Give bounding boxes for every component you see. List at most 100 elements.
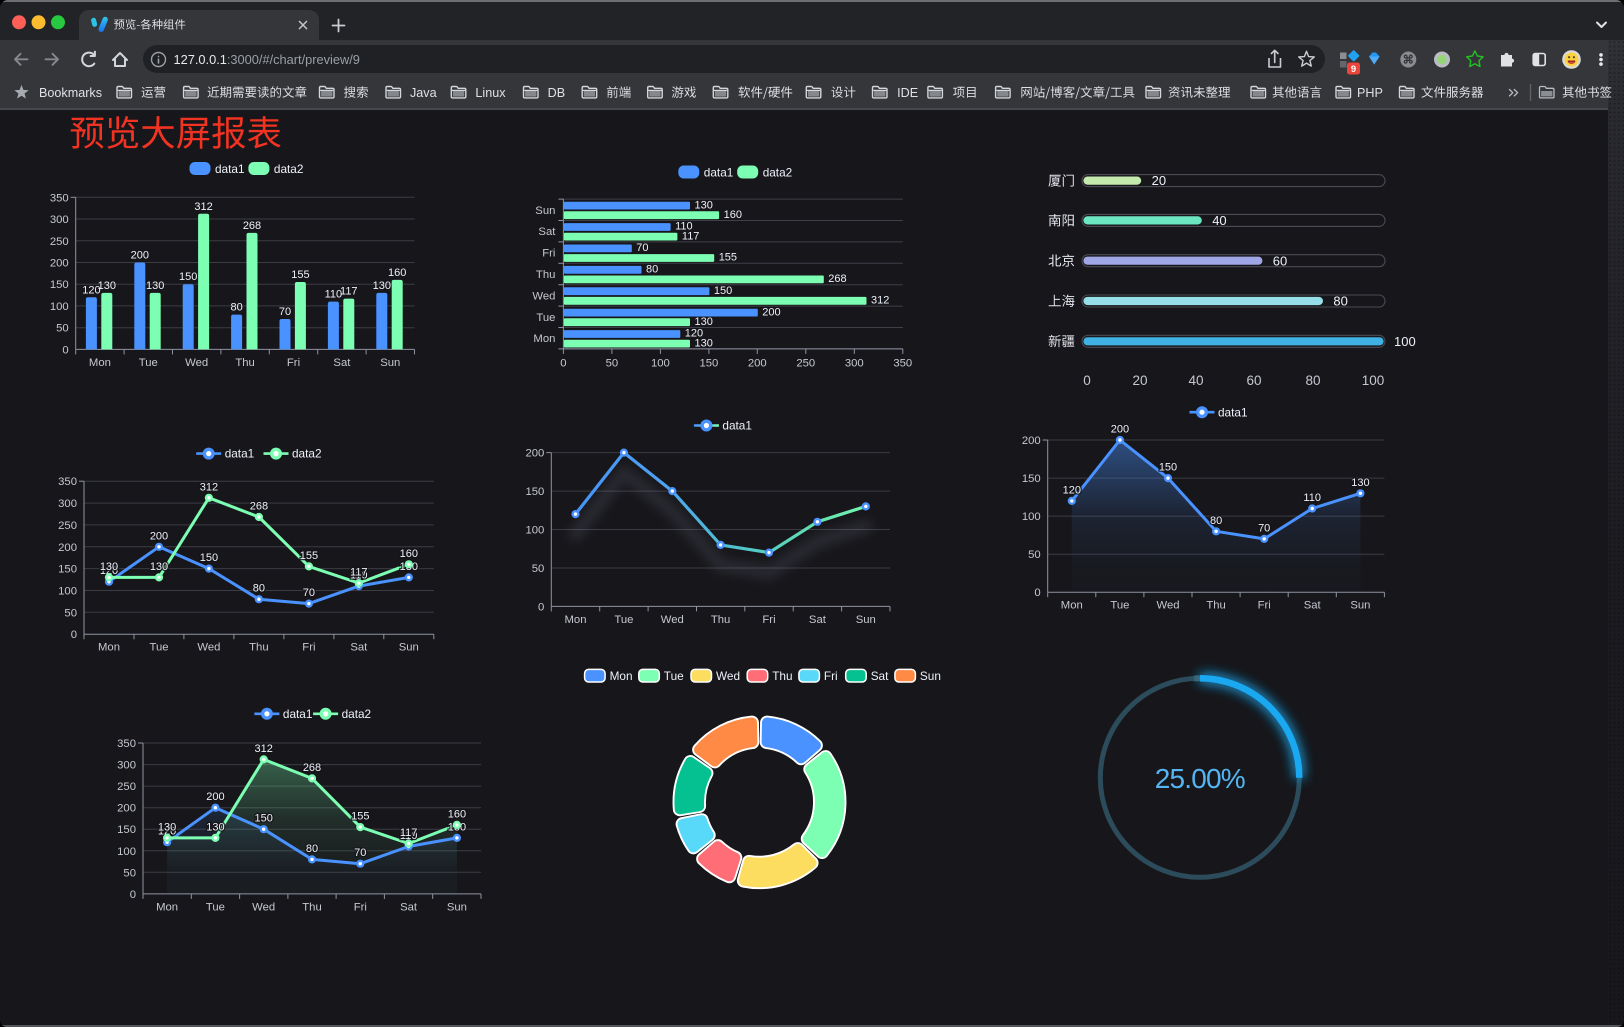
svg-text:200: 200 bbox=[150, 530, 168, 542]
svg-text:data2: data2 bbox=[763, 165, 793, 179]
svg-text:100: 100 bbox=[117, 846, 136, 858]
svg-text:155: 155 bbox=[291, 269, 309, 281]
svg-text:130: 130 bbox=[1351, 477, 1369, 489]
svg-text:150: 150 bbox=[525, 486, 544, 498]
svg-text:Mon: Mon bbox=[533, 333, 555, 345]
svg-text:312: 312 bbox=[255, 743, 273, 755]
svg-text:Tue: Tue bbox=[536, 312, 555, 324]
svg-text:200: 200 bbox=[50, 258, 69, 270]
svg-text:150: 150 bbox=[117, 824, 136, 836]
svg-text:Thu: Thu bbox=[302, 901, 321, 913]
svg-text:150: 150 bbox=[714, 285, 732, 297]
svg-text:127.0.0.1:3000/#/chart/preview: 127.0.0.1:3000/#/chart/preview/9 bbox=[174, 52, 360, 67]
svg-text:160: 160 bbox=[400, 548, 418, 560]
svg-text:110: 110 bbox=[350, 570, 368, 582]
svg-text:Wed: Wed bbox=[661, 614, 684, 626]
svg-text:100: 100 bbox=[50, 301, 69, 313]
svg-text:350: 350 bbox=[58, 476, 77, 488]
svg-text:200: 200 bbox=[762, 306, 780, 318]
svg-text:Wed: Wed bbox=[197, 642, 220, 654]
svg-text:0: 0 bbox=[130, 889, 136, 901]
svg-text:Fri: Fri bbox=[762, 614, 775, 626]
svg-text:200: 200 bbox=[1022, 435, 1041, 447]
svg-text:Mon: Mon bbox=[89, 357, 111, 369]
svg-text:20: 20 bbox=[1132, 373, 1147, 388]
svg-text:250: 250 bbox=[50, 236, 69, 248]
svg-text:300: 300 bbox=[845, 357, 864, 369]
svg-text:200: 200 bbox=[131, 250, 149, 262]
svg-text:80: 80 bbox=[646, 264, 658, 276]
svg-text:200: 200 bbox=[748, 357, 767, 369]
svg-text:312: 312 bbox=[200, 481, 218, 493]
svg-text:50: 50 bbox=[64, 607, 77, 619]
svg-text:117: 117 bbox=[350, 567, 368, 579]
svg-text:100: 100 bbox=[651, 357, 670, 369]
svg-text:268: 268 bbox=[250, 501, 268, 513]
svg-text:Mon: Mon bbox=[610, 669, 633, 683]
svg-text:70: 70 bbox=[279, 306, 291, 318]
svg-text:Mon: Mon bbox=[565, 614, 587, 626]
svg-text:0: 0 bbox=[71, 629, 77, 641]
svg-text:70: 70 bbox=[1258, 522, 1270, 534]
svg-text:25.00%: 25.00% bbox=[1155, 763, 1245, 794]
svg-text:Tue: Tue bbox=[1110, 600, 1129, 612]
svg-text:160: 160 bbox=[388, 267, 406, 279]
svg-text:120: 120 bbox=[82, 284, 100, 296]
svg-text:250: 250 bbox=[58, 520, 77, 532]
svg-text:70: 70 bbox=[303, 587, 315, 599]
svg-text:110: 110 bbox=[1303, 492, 1321, 504]
svg-text:100: 100 bbox=[1022, 511, 1041, 523]
svg-text:⌘: ⌘ bbox=[1403, 53, 1415, 66]
svg-text:Sat: Sat bbox=[1304, 600, 1322, 612]
svg-text:Sun: Sun bbox=[380, 357, 400, 369]
svg-text:data1: data1 bbox=[1218, 405, 1248, 419]
svg-text:268: 268 bbox=[828, 273, 846, 285]
svg-text:data2: data2 bbox=[274, 162, 304, 176]
svg-text:Sun: Sun bbox=[535, 205, 555, 217]
svg-text:Fri: Fri bbox=[287, 357, 300, 369]
svg-text:50: 50 bbox=[606, 357, 619, 369]
svg-text:350: 350 bbox=[50, 192, 69, 204]
svg-text:70: 70 bbox=[636, 242, 648, 254]
svg-text:150: 150 bbox=[50, 279, 69, 291]
svg-text:150: 150 bbox=[58, 564, 77, 576]
svg-text:IDE: IDE bbox=[897, 86, 918, 100]
svg-text:Thu: Thu bbox=[235, 357, 254, 369]
svg-text:50: 50 bbox=[1028, 549, 1041, 561]
svg-text:60: 60 bbox=[1246, 373, 1261, 388]
svg-text:117: 117 bbox=[340, 286, 358, 298]
svg-text:80: 80 bbox=[1305, 373, 1320, 388]
svg-text:Tue: Tue bbox=[614, 614, 633, 626]
svg-text:155: 155 bbox=[351, 811, 369, 823]
svg-text:70: 70 bbox=[354, 847, 366, 859]
svg-text:data1: data1 bbox=[225, 447, 255, 461]
svg-text:0: 0 bbox=[538, 601, 544, 613]
svg-text:110: 110 bbox=[400, 830, 418, 842]
svg-text:Sun: Sun bbox=[399, 642, 419, 654]
svg-text:0: 0 bbox=[1083, 373, 1091, 388]
svg-text:130: 130 bbox=[146, 280, 164, 292]
svg-text:0: 0 bbox=[62, 344, 68, 356]
svg-text:300: 300 bbox=[117, 760, 136, 772]
svg-text:130: 130 bbox=[98, 280, 116, 292]
svg-text:50: 50 bbox=[56, 323, 69, 335]
svg-text:200: 200 bbox=[58, 542, 77, 554]
svg-text:250: 250 bbox=[117, 781, 136, 793]
svg-text:Mon: Mon bbox=[156, 901, 178, 913]
svg-text:80: 80 bbox=[1333, 294, 1347, 309]
svg-text:268: 268 bbox=[303, 762, 321, 774]
svg-text:data1: data1 bbox=[215, 162, 245, 176]
svg-text:160: 160 bbox=[724, 209, 742, 221]
svg-text:Thu: Thu bbox=[536, 269, 555, 281]
svg-text:Tue: Tue bbox=[139, 357, 158, 369]
svg-text:130: 130 bbox=[695, 199, 713, 211]
svg-text:Sat: Sat bbox=[538, 226, 556, 238]
svg-text:130: 130 bbox=[373, 280, 391, 292]
svg-text:Java: Java bbox=[410, 86, 437, 100]
svg-text:data1: data1 bbox=[283, 707, 313, 721]
svg-text:120: 120 bbox=[100, 565, 118, 577]
svg-text:150: 150 bbox=[1022, 473, 1041, 485]
svg-text:data1: data1 bbox=[722, 419, 752, 433]
svg-text:350: 350 bbox=[893, 357, 912, 369]
svg-text:80: 80 bbox=[1210, 515, 1222, 527]
